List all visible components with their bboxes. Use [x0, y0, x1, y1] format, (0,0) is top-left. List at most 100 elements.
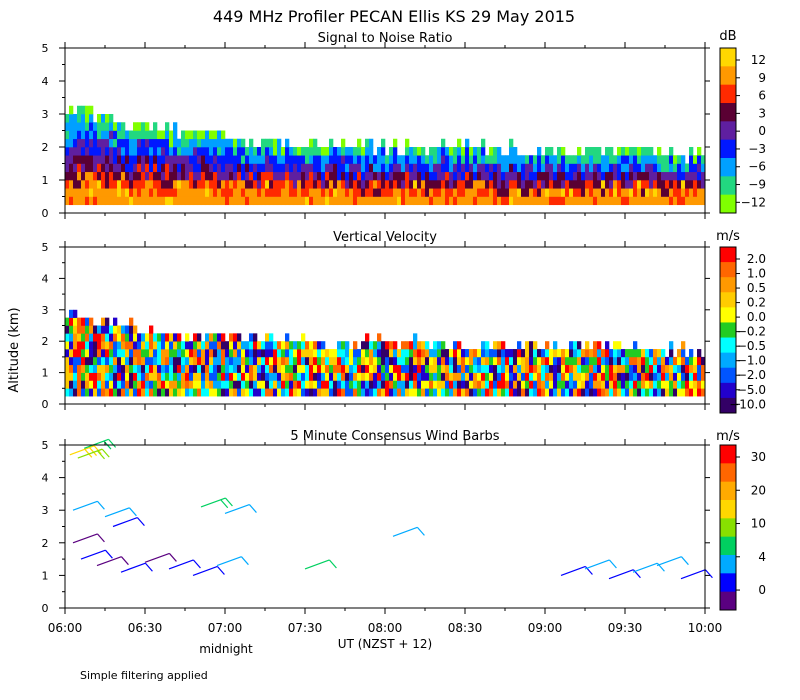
- heatmap-cell: [169, 163, 174, 173]
- heatmap-cell: [289, 171, 294, 181]
- heatmap-cell: [121, 364, 126, 373]
- heatmap-cell: [465, 180, 470, 189]
- heatmap-cell: [125, 188, 130, 197]
- heatmap-cell: [173, 188, 178, 197]
- heatmap-cell: [173, 364, 178, 373]
- heatmap-cell: [453, 356, 458, 366]
- heatmap-cell: [117, 341, 122, 350]
- heatmap-cell: [101, 114, 106, 123]
- heatmap-cell: [321, 188, 326, 197]
- heatmap-cell: [177, 180, 182, 189]
- heatmap-cell: [109, 171, 114, 181]
- heatmap-cell: [449, 180, 454, 189]
- heatmap-cell: [93, 122, 98, 131]
- heatmap-cell: [357, 196, 362, 206]
- heatmap-cell: [157, 163, 162, 173]
- heatmap-cell: [357, 349, 362, 358]
- heatmap-cell: [141, 188, 146, 197]
- heatmap-cell: [137, 130, 142, 140]
- y-tick-label: 5: [42, 241, 49, 254]
- heatmap-cell: [313, 180, 318, 189]
- heatmap-cell: [89, 122, 94, 131]
- heatmap-cell: [133, 196, 138, 206]
- heatmap-cell: [429, 380, 434, 389]
- heatmap-cell: [169, 356, 174, 366]
- heatmap-cell: [129, 380, 134, 389]
- heatmap-cell: [577, 188, 582, 197]
- heatmap-cell: [121, 341, 126, 350]
- heatmap-cell: [65, 317, 70, 326]
- heatmap-cell: [117, 333, 122, 342]
- heatmap-cell: [257, 147, 262, 156]
- heatmap-cell: [217, 388, 222, 397]
- heatmap-cell: [701, 388, 706, 397]
- heatmap-cell: [153, 155, 158, 164]
- heatmap-cell: [253, 188, 258, 197]
- wind-plot-frame: [64, 444, 706, 609]
- heatmap-cell: [261, 341, 266, 350]
- heatmap-cell: [73, 309, 78, 318]
- heatmap-cell: [549, 349, 554, 358]
- heatmap-cell: [93, 147, 98, 156]
- heatmap-cell: [317, 356, 322, 366]
- heatmap-cell: [621, 171, 626, 181]
- heatmap-cell: [485, 356, 490, 366]
- y-tick-label: 1: [42, 174, 49, 187]
- heatmap-cell: [101, 196, 106, 206]
- heatmap-cell: [449, 155, 454, 164]
- wind-barb: [83, 438, 109, 449]
- heatmap-cell: [657, 155, 662, 164]
- heatmap-cell: [165, 349, 170, 358]
- heatmap-cell: [329, 171, 334, 181]
- heatmap-cell: [637, 356, 642, 366]
- heatmap-cell: [269, 188, 274, 197]
- heatmap-cell: [593, 163, 598, 173]
- heatmap-cell: [697, 188, 702, 197]
- heatmap-cell: [597, 364, 602, 373]
- heatmap-cell: [497, 364, 502, 373]
- heatmap-cell: [657, 380, 662, 389]
- heatmap-cell: [581, 388, 586, 397]
- heatmap-cell: [65, 356, 70, 366]
- heatmap-cell: [365, 356, 370, 366]
- heatmap-cell: [617, 171, 622, 181]
- heatmap-cell: [389, 188, 394, 197]
- heatmap-cell: [661, 171, 666, 181]
- heatmap-cell: [569, 349, 574, 358]
- heatmap-cell: [81, 356, 86, 366]
- heatmap-cell: [241, 349, 246, 358]
- heatmap-cell: [97, 122, 102, 131]
- heatmap-cell: [497, 356, 502, 366]
- heatmap-cell: [397, 155, 402, 164]
- heatmap-cell: [177, 171, 182, 181]
- heatmap-cell: [541, 349, 546, 358]
- heatmap-cell: [129, 196, 134, 206]
- heatmap-cell: [513, 356, 518, 366]
- heatmap-cell: [525, 364, 530, 373]
- heatmap-cell: [205, 155, 210, 164]
- heatmap-cell: [313, 171, 318, 181]
- heatmap-cell: [141, 349, 146, 358]
- heatmap-cell: [609, 171, 614, 181]
- heatmap-cell: [701, 171, 706, 181]
- heatmap-cell: [277, 349, 282, 358]
- x-tick-label: 06:30: [128, 621, 163, 635]
- heatmap-cell: [145, 380, 150, 389]
- heatmap-cell: [69, 163, 74, 173]
- heatmap-cell: [593, 388, 598, 397]
- heatmap-cell: [589, 171, 594, 181]
- heatmap-cell: [529, 364, 534, 373]
- heatmap-cell: [525, 171, 530, 181]
- heatmap-cell: [677, 349, 682, 358]
- heatmap-cell: [601, 188, 606, 197]
- wind-barb: [656, 556, 682, 567]
- heatmap-cell: [369, 155, 374, 164]
- heatmap-cell: [201, 356, 206, 366]
- heatmap-cell: [185, 349, 190, 358]
- heatmap-cell: [585, 380, 590, 389]
- heatmap-cell: [377, 349, 382, 358]
- heatmap-cell: [149, 349, 154, 358]
- heatmap-cell: [277, 356, 282, 366]
- heatmap-cell: [333, 349, 338, 358]
- heatmap-cell: [617, 356, 622, 366]
